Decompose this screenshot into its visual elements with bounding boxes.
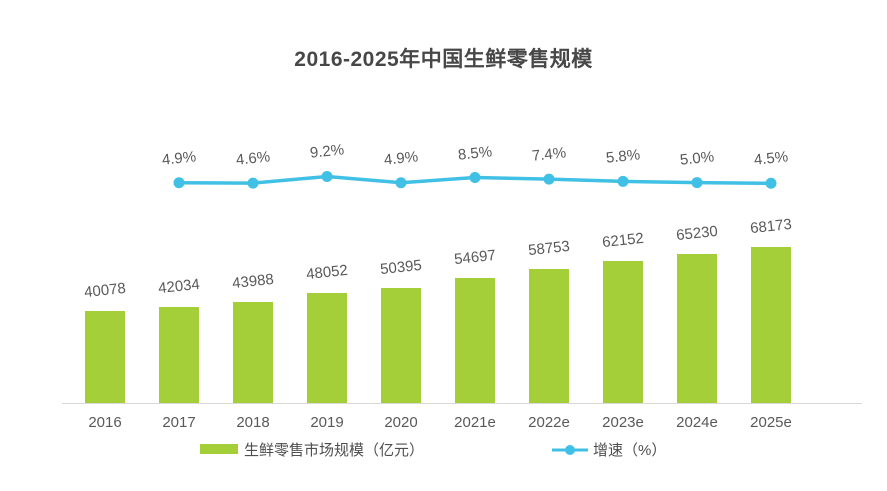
line-point [617, 175, 629, 187]
bar-2016 [85, 311, 125, 403]
bar-value-label: 68173 [749, 215, 793, 238]
bar-2025e [751, 247, 791, 403]
legend-item-retail-scale: 生鲜零售市场规模（亿元） [200, 440, 425, 459]
bar-value-label: 58753 [527, 237, 571, 260]
line-point [691, 177, 703, 189]
bar-2018 [233, 302, 273, 403]
bar-value-label: 40078 [83, 279, 127, 302]
growth-value-label: 7.4% [531, 144, 567, 165]
legend-label-growth-rate: 增速（%） [593, 441, 667, 459]
line-point [469, 172, 481, 184]
x-axis-label: 2022e [528, 414, 570, 431]
line-point [395, 177, 407, 189]
line-point [247, 177, 259, 189]
growth-value-label: 4.5% [753, 148, 789, 170]
bar-value-label: 43988 [231, 270, 275, 293]
bar-swatch-icon [200, 444, 238, 454]
growth-value-label: 9.2% [309, 141, 345, 163]
growth-value-label: 5.8% [605, 146, 641, 168]
growth-value-label: 8.5% [457, 142, 493, 164]
line-point [543, 173, 555, 185]
x-axis-label: 2020 [384, 414, 418, 431]
line-point [321, 170, 333, 182]
x-axis-line [62, 403, 862, 404]
chart-title: 2016-2025年中国生鲜零售规模 [294, 48, 593, 71]
x-axis-label: 2023e [602, 414, 644, 431]
line-swatch-icon [551, 443, 589, 455]
bar-value-label: 48052 [305, 261, 349, 284]
bar-2024e [677, 254, 717, 403]
x-axis-label: 2021e [454, 414, 496, 431]
legend-item-growth-rate: 增速（%） [551, 440, 667, 459]
bar-value-label: 65230 [675, 222, 719, 245]
x-axis-label: 2019 [310, 414, 344, 431]
line-point [765, 177, 777, 189]
bar-value-label: 42034 [157, 275, 201, 298]
x-axis-label: 2024e [676, 414, 718, 431]
x-axis-label: 2018 [236, 414, 270, 431]
line-point [173, 177, 185, 189]
x-axis-label: 2025e [750, 414, 792, 431]
bar-2022e [529, 269, 569, 403]
bar-value-label: 50395 [379, 256, 423, 279]
growth-value-label: 4.9% [383, 147, 419, 169]
bar-2023e [603, 261, 643, 403]
growth-value-label: 4.6% [235, 148, 271, 169]
growth-value-label: 5.0% [679, 147, 715, 169]
bar-value-label: 54697 [453, 246, 497, 269]
bar-2020 [381, 288, 421, 403]
bar-2019 [307, 293, 347, 403]
bar-value-label: 62152 [601, 229, 645, 252]
bar-2017 [159, 307, 199, 403]
growth-value-label: 4.9% [161, 147, 197, 169]
x-axis-label: 2017 [162, 414, 196, 431]
legend-label-retail-scale: 生鲜零售市场规模（亿元） [244, 441, 425, 459]
x-axis-label: 2016 [88, 414, 122, 431]
bar-2021e [455, 278, 495, 403]
